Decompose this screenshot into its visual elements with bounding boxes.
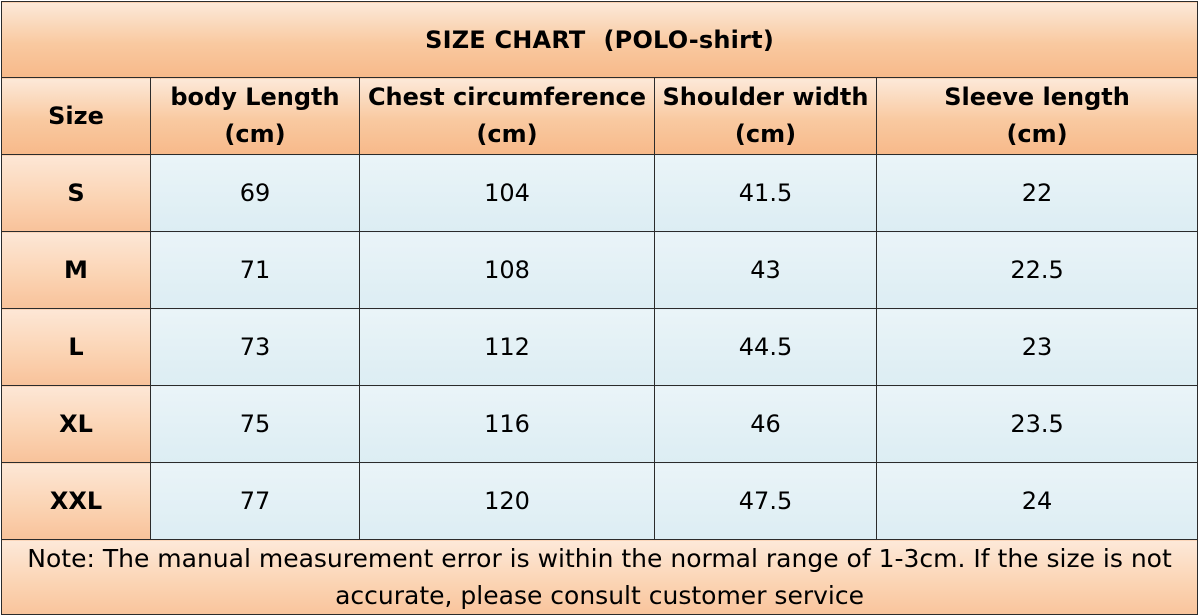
header-shoulder-unit: (cm) — [734, 120, 797, 148]
table-row: XXL 77 120 47.5 24 — [1, 462, 1199, 540]
header-body-length-label: body Length — [170, 83, 340, 111]
sleeve-value: 24 — [875, 462, 1199, 540]
sleeve-value: 23.5 — [875, 385, 1199, 463]
size-label: XL — [1, 385, 151, 463]
chest-value: 108 — [359, 231, 655, 309]
note: Note: The manual measurement error is wi… — [0, 539, 1199, 615]
chart-title: SIZE CHART (POLO-shirt) — [0, 1, 1199, 78]
shoulder-value: 44.5 — [654, 308, 877, 386]
shoulder-value: 41.5 — [654, 154, 877, 232]
header-body-length: body Length (cm) — [150, 77, 360, 155]
size-label: S — [1, 154, 151, 232]
header-shoulder-label: Shoulder width — [662, 83, 869, 111]
shoulder-value: 47.5 — [654, 462, 877, 540]
header-sleeve: Sleeve length (cm) — [875, 77, 1199, 155]
note-line-2: accurate, please consult customer servic… — [335, 581, 864, 610]
shoulder-value: 46 — [654, 385, 877, 463]
chest-value: 116 — [359, 385, 655, 463]
table-row: M 71 108 43 22.5 — [1, 231, 1199, 309]
header-chest: Chest circumference (cm) — [359, 77, 655, 155]
shoulder-value: 43 — [654, 231, 877, 309]
chest-value: 112 — [359, 308, 655, 386]
chest-value: 120 — [359, 462, 655, 540]
title-row: SIZE CHART (POLO-shirt) — [0, 1, 1199, 78]
header-sleeve-unit: (cm) — [1006, 120, 1068, 148]
header-row: Size body Length (cm) Chest circumferenc… — [1, 77, 1199, 155]
table-row: L 73 112 44.5 23 — [1, 308, 1199, 386]
body-length-value: 71 — [150, 231, 360, 309]
table-row: S 69 104 41.5 22 — [1, 154, 1199, 232]
header-body-length-unit: (cm) — [224, 120, 286, 148]
size-label: XXL — [1, 462, 151, 540]
sleeve-value: 22.5 — [875, 231, 1199, 309]
body-length-value: 77 — [150, 462, 360, 540]
header-size-label: Size — [48, 101, 104, 130]
chest-value: 104 — [359, 154, 655, 232]
chart-title-sub: (POLO-shirt) — [603, 25, 774, 54]
sleeve-value: 22 — [875, 154, 1199, 232]
body-length-value: 69 — [150, 154, 360, 232]
note-row: Note: The manual measurement error is wi… — [0, 539, 1199, 615]
header-chest-unit: (cm) — [476, 120, 538, 148]
body-length-value: 73 — [150, 308, 360, 386]
size-label: L — [1, 308, 151, 386]
body-length-value: 75 — [150, 385, 360, 463]
table-row: XL 75 116 46 23.5 — [1, 385, 1199, 463]
header-size: Size — [1, 77, 151, 155]
header-sleeve-label: Sleeve length — [944, 83, 1130, 111]
header-chest-label: Chest circumference — [367, 83, 647, 111]
chart-title-main: SIZE CHART — [425, 25, 586, 54]
sleeve-value: 23 — [875, 308, 1199, 386]
size-label: M — [1, 231, 151, 309]
note-line-1: Note: The manual measurement error is wi… — [27, 544, 1172, 573]
header-shoulder: Shoulder width (cm) — [654, 77, 877, 155]
